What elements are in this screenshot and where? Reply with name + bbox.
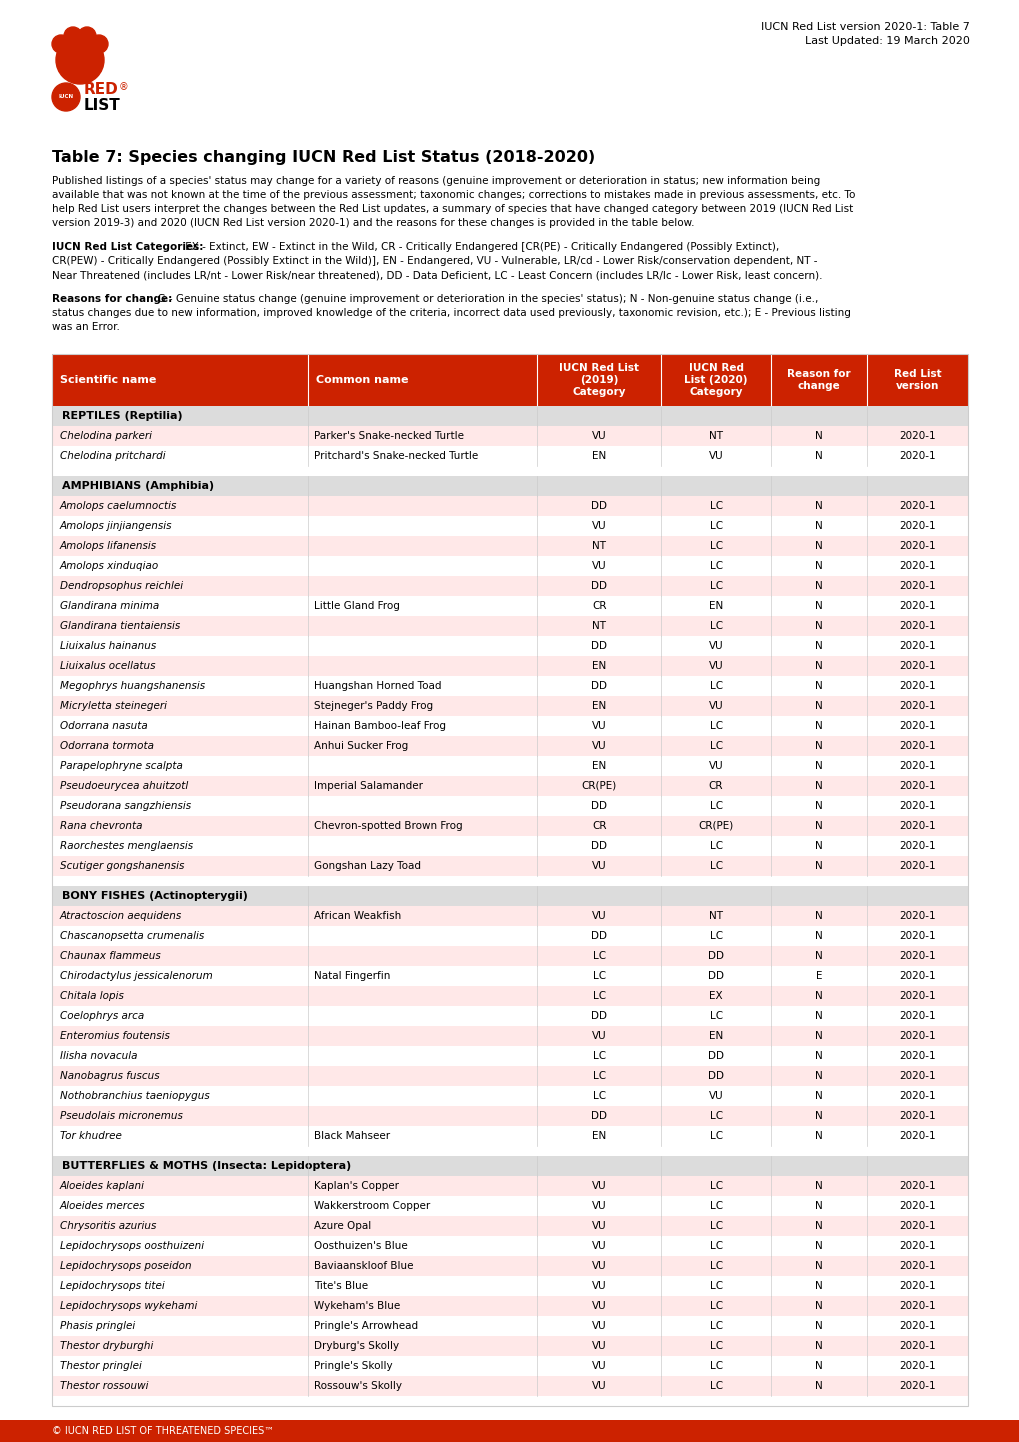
Text: VU: VU [591,521,606,531]
Bar [52,836,967,857]
Text: 2020-1: 2020-1 [899,601,935,611]
Text: 2020-1: 2020-1 [899,1131,935,1141]
Text: N: N [814,952,822,960]
Text: N: N [814,1381,822,1392]
Text: LC: LC [592,991,605,1001]
Text: VU: VU [591,1341,606,1351]
Text: EN: EN [592,451,606,461]
Text: 2020-1: 2020-1 [899,721,935,731]
Bar [52,1027,967,1045]
Text: EN: EN [592,1131,606,1141]
Text: VU: VU [591,1031,606,1041]
Text: Red List
version: Red List version [893,369,941,391]
Bar [52,1376,967,1396]
Text: 2020-1: 2020-1 [899,681,935,691]
Text: NT: NT [708,911,722,921]
Text: LC: LC [709,1181,721,1191]
Text: Pseudoeurycea ahuitzotl: Pseudoeurycea ahuitzotl [60,782,189,792]
Text: LC: LC [709,841,721,851]
Text: VU: VU [591,861,606,871]
Text: VU: VU [591,1242,606,1252]
Text: Rana chevronta: Rana chevronta [60,820,143,831]
Text: LC: LC [709,1321,721,1331]
Bar [52,1045,967,1066]
Text: VU: VU [708,642,722,650]
Text: IUCN Red
List (2020)
Category: IUCN Red List (2020) Category [684,363,747,397]
Text: Last Updated: 19 March 2020: Last Updated: 19 March 2020 [804,36,969,46]
Text: N: N [814,1031,822,1041]
Text: N: N [814,541,822,551]
Text: Chrysoritis azurius: Chrysoritis azurius [60,1221,156,1231]
Text: 2020-1: 2020-1 [899,932,935,942]
Text: Rossouw's Skolly: Rossouw's Skolly [314,1381,403,1392]
Text: Amolops jinjiangensis: Amolops jinjiangensis [60,521,172,531]
Bar [52,425,967,446]
Text: IUCN Red List
(2019)
Category: IUCN Red List (2019) Category [558,363,639,397]
Text: N: N [814,932,822,942]
Circle shape [90,35,108,53]
Text: LC: LC [709,561,721,571]
Text: BONY FISHES (Actinopterygii): BONY FISHES (Actinopterygii) [62,891,248,901]
Bar [52,1177,967,1195]
Text: EX: EX [708,991,722,1001]
Text: Published listings of a species' status may change for a variety of reasons (gen: Published listings of a species' status … [52,176,819,186]
Text: LC: LC [709,1361,721,1371]
Text: NT: NT [708,431,722,441]
Text: LC: LC [709,1110,721,1120]
Bar [52,557,967,575]
Bar [52,353,967,1406]
Bar [52,596,967,616]
Text: LC: LC [709,1221,721,1231]
Text: N: N [814,1201,822,1211]
Text: Chelodina parkeri: Chelodina parkeri [60,431,152,441]
Text: N: N [814,1260,822,1270]
Text: 2020-1: 2020-1 [899,952,935,960]
Text: LC: LC [709,1301,721,1311]
Text: N: N [814,1221,822,1231]
Bar [52,407,967,425]
Text: 2020-1: 2020-1 [899,841,935,851]
Text: DD: DD [707,970,723,981]
Text: African Weakfish: African Weakfish [314,911,401,921]
Bar [52,676,967,696]
Bar [0,1420,1019,1442]
Text: Enteromius foutensis: Enteromius foutensis [60,1031,170,1041]
Text: EN: EN [592,660,606,671]
Text: BUTTERFLIES & MOTHS (Insecta: Lepidoptera): BUTTERFLIES & MOTHS (Insecta: Lepidopter… [62,1161,351,1171]
Text: Lepidochrysops wykehami: Lepidochrysops wykehami [60,1301,198,1311]
Text: Glandirana minima: Glandirana minima [60,601,159,611]
Text: LC: LC [709,581,721,591]
Bar [52,1296,967,1317]
Text: LC: LC [709,741,721,751]
Text: VU: VU [591,431,606,441]
Text: CR: CR [591,601,606,611]
Text: Pseudolais micronemus: Pseudolais micronemus [60,1110,182,1120]
Bar [52,1256,967,1276]
Text: Glandirana tientaiensis: Glandirana tientaiensis [60,622,180,632]
Text: LC: LC [592,1071,605,1082]
Text: N: N [814,841,822,851]
Text: EN: EN [592,761,606,771]
Circle shape [52,84,79,111]
Text: 2020-1: 2020-1 [899,541,935,551]
Bar [52,1007,967,1027]
Bar [52,986,967,1007]
Bar [52,946,967,966]
Text: N: N [814,800,822,810]
Text: VU: VU [591,1361,606,1371]
Bar [52,1195,967,1216]
Bar [52,1276,967,1296]
Text: Phasis pringlei: Phasis pringlei [60,1321,136,1331]
Text: Chevron-spotted Brown Frog: Chevron-spotted Brown Frog [314,820,463,831]
Text: Scutiger gongshanensis: Scutiger gongshanensis [60,861,184,871]
Text: 2020-1: 2020-1 [899,800,935,810]
Text: LC: LC [709,1260,721,1270]
Text: Tor khudree: Tor khudree [60,1131,121,1141]
Text: 2020-1: 2020-1 [899,1280,935,1291]
Text: VU: VU [708,701,722,711]
Text: Lepidochrysops poseidon: Lepidochrysops poseidon [60,1260,192,1270]
Text: Liuixalus ocellatus: Liuixalus ocellatus [60,660,155,671]
Text: DD: DD [591,800,606,810]
Text: N: N [814,1361,822,1371]
Text: 2020-1: 2020-1 [899,761,935,771]
